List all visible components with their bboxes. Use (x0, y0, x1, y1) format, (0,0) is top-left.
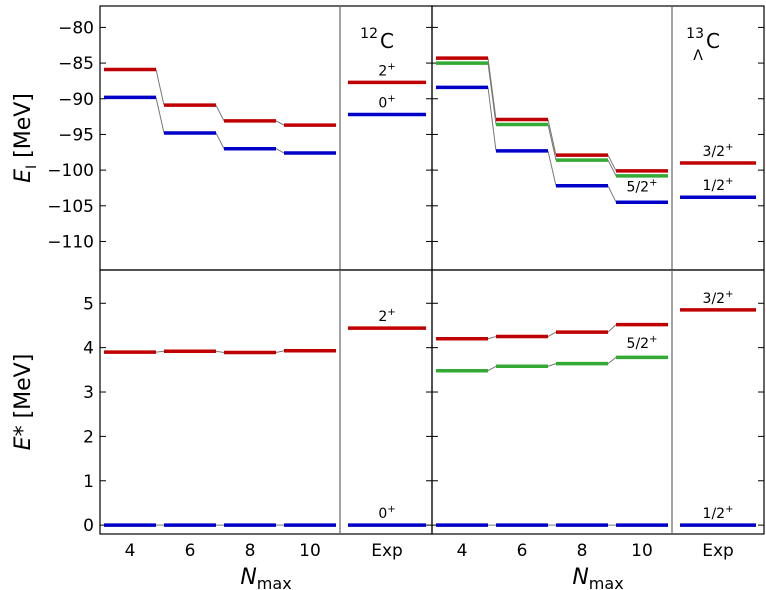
y-tick-label: 3 (83, 383, 94, 403)
x-tick-label: 10 (299, 541, 321, 561)
nucleus-element: C (380, 29, 394, 53)
connector-line (215, 104, 225, 122)
x-tick-label: 4 (125, 541, 136, 561)
x-tick-label: 4 (457, 541, 468, 561)
exp-level-label: 2+ (378, 307, 395, 325)
panel-frame-excitation-1 (431, 269, 765, 535)
panel-excitation-1: 5/2+ 3/2+ 1/2+ (436, 289, 756, 527)
y-tick-label: −110 (47, 232, 94, 252)
connector-line (547, 150, 557, 186)
panel-absolute-1: 5/2+ 3/2+ 1/2+ 13 CΛ (436, 26, 756, 204)
connector-line (155, 350, 165, 353)
connector-line (607, 159, 617, 177)
y-tick-label: 4 (83, 339, 94, 359)
x-tick-label: 8 (577, 541, 588, 561)
y-tick-label: −95 (58, 125, 94, 145)
connector-line (607, 324, 617, 333)
y-axis-label-absolute: EI [MeV] (11, 93, 40, 183)
exp-level-label: 1/2+ (703, 504, 734, 522)
panel-absolute-0: 2+ 0+ 12 C (104, 26, 426, 155)
y-tick-label: 5 (83, 294, 94, 314)
connector-line (275, 350, 285, 354)
panel-excitation-0: 2+ 0+ (104, 307, 426, 527)
connector-line (487, 336, 497, 340)
y-tick-label: 2 (83, 427, 94, 447)
exp-level-label: 3/2+ (703, 142, 734, 160)
connector-line (275, 120, 285, 126)
connector-line (547, 331, 557, 337)
connector-line (547, 363, 557, 367)
y-tick-label: 0 (83, 516, 94, 536)
nucleus-mass-number: 13 (686, 26, 704, 42)
connector-line (487, 63, 497, 125)
x-axis: 4 6 8 10 Exp Nmax 4 6 8 10 Exp Nmax (125, 541, 734, 590)
nucleus-label: 12 C (360, 26, 394, 53)
connector-line (275, 148, 285, 154)
level-label: 5/2+ (627, 334, 658, 352)
connector-line (547, 124, 557, 161)
connector-line (487, 87, 497, 151)
exp-level-label: 0+ (378, 93, 395, 111)
row-excitation: 0 1 2 3 4 5 E* [MeV] 2+ 0+ 5/2+ 3/2+ 1/2+ (11, 269, 765, 536)
y-tick-label: −100 (47, 161, 94, 181)
x-tick-label-exp: Exp (702, 541, 734, 561)
nucleus-mass-number: 12 (360, 26, 378, 42)
y-tick-label: 1 (83, 472, 94, 492)
nucleus-hypernucleus-subscript: Λ (693, 48, 703, 64)
nucleus-element: C (706, 29, 720, 53)
x-tick-label-exp: Exp (371, 541, 403, 561)
connector-line (607, 357, 617, 365)
connector-line (215, 132, 225, 149)
y-tick-label: −105 (47, 197, 94, 217)
nucleus-label: 13 CΛ (686, 26, 720, 64)
y-axis-label-excitation: E* [MeV] (11, 354, 36, 451)
level-label: 5/2+ (627, 178, 658, 196)
exp-level-label: 1/2+ (703, 176, 734, 194)
y-tick-label: −90 (58, 90, 94, 110)
exp-level-label: 0+ (378, 504, 395, 522)
connector-line (487, 365, 497, 372)
exp-level-label: 2+ (378, 61, 395, 79)
y-tick-label: −80 (58, 18, 94, 38)
exp-level-label: 3/2+ (703, 289, 734, 307)
x-tick-label: 10 (631, 541, 653, 561)
connector-line (215, 350, 225, 354)
connector-line (607, 154, 617, 172)
connector-line (155, 97, 165, 134)
connector-line (547, 119, 557, 156)
x-tick-label: 6 (185, 541, 196, 561)
x-axis-label: Nmax (572, 565, 623, 590)
x-axis-label: Nmax (240, 565, 291, 590)
connector-line (487, 58, 497, 120)
x-tick-label: 6 (517, 541, 528, 561)
y-tick-label: −85 (58, 54, 94, 74)
connector-line (155, 69, 165, 106)
x-tick-label: 8 (245, 541, 256, 561)
connector-line (607, 185, 617, 203)
